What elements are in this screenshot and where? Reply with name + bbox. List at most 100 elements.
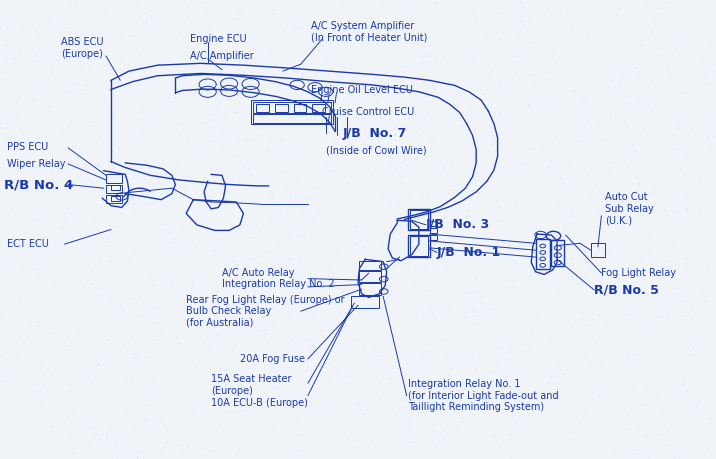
Point bbox=[501, 356, 513, 363]
Point bbox=[591, 217, 602, 224]
Point bbox=[62, 206, 73, 213]
Point bbox=[450, 182, 461, 190]
Point bbox=[505, 259, 516, 267]
Point bbox=[468, 247, 479, 254]
Point bbox=[490, 285, 502, 292]
Point bbox=[335, 16, 347, 23]
Point bbox=[427, 309, 438, 316]
Point bbox=[532, 108, 543, 116]
Point bbox=[670, 291, 682, 298]
Point bbox=[592, 9, 604, 17]
Point bbox=[326, 400, 337, 407]
Point bbox=[39, 417, 51, 424]
Point bbox=[334, 212, 345, 219]
Point bbox=[232, 261, 243, 269]
Point bbox=[496, 377, 508, 385]
Point bbox=[178, 18, 190, 26]
Point bbox=[621, 123, 633, 130]
Point bbox=[263, 98, 274, 106]
Point bbox=[390, 131, 401, 139]
Point bbox=[545, 56, 556, 63]
Point bbox=[341, 27, 352, 34]
Point bbox=[671, 34, 682, 41]
Point bbox=[122, 409, 133, 416]
Point bbox=[203, 140, 214, 148]
Point bbox=[119, 342, 130, 349]
Point bbox=[435, 406, 447, 414]
Point bbox=[411, 128, 422, 135]
Point bbox=[17, 162, 29, 169]
Point bbox=[359, 140, 370, 147]
Point bbox=[354, 337, 365, 345]
Point bbox=[378, 258, 390, 266]
Point bbox=[455, 336, 466, 343]
Point bbox=[438, 435, 450, 442]
Point bbox=[609, 450, 621, 457]
Point bbox=[296, 239, 308, 246]
Point bbox=[161, 424, 173, 431]
Point bbox=[524, 39, 536, 46]
Point bbox=[144, 201, 155, 208]
Point bbox=[95, 436, 107, 443]
Point bbox=[67, 411, 78, 419]
Point bbox=[235, 6, 246, 13]
Point bbox=[500, 230, 512, 237]
Point bbox=[330, 127, 342, 134]
Point bbox=[496, 232, 508, 240]
Point bbox=[366, 172, 377, 179]
Point bbox=[10, 89, 21, 96]
Point bbox=[273, 82, 284, 89]
Point bbox=[474, 98, 485, 105]
Point bbox=[662, 64, 674, 71]
Point bbox=[106, 422, 117, 430]
Point bbox=[505, 431, 517, 439]
Point bbox=[518, 22, 529, 29]
Point bbox=[45, 330, 57, 337]
Point bbox=[621, 84, 632, 91]
Point bbox=[621, 425, 633, 433]
Point bbox=[260, 325, 271, 333]
Point bbox=[421, 347, 432, 355]
Point bbox=[190, 364, 202, 372]
Point bbox=[11, 97, 23, 105]
Point bbox=[603, 165, 614, 173]
Point bbox=[605, 77, 616, 84]
Point bbox=[85, 245, 97, 252]
Point bbox=[26, 440, 38, 447]
Point bbox=[183, 271, 195, 278]
Point bbox=[635, 401, 647, 409]
Point bbox=[74, 332, 85, 339]
Point bbox=[114, 256, 125, 263]
Point bbox=[392, 407, 403, 414]
Point bbox=[339, 373, 351, 380]
Point bbox=[455, 394, 467, 401]
Point bbox=[30, 380, 42, 387]
Point bbox=[519, 56, 531, 63]
Point bbox=[517, 418, 528, 425]
Point bbox=[181, 52, 193, 59]
Point bbox=[225, 50, 236, 57]
Point bbox=[129, 354, 140, 362]
Point bbox=[538, 393, 550, 401]
Text: (Inside of Cowl Wire): (Inside of Cowl Wire) bbox=[326, 146, 427, 156]
Point bbox=[549, 438, 561, 446]
Point bbox=[694, 397, 705, 404]
Point bbox=[638, 354, 649, 362]
Point bbox=[342, 249, 354, 257]
Point bbox=[128, 299, 140, 307]
Point bbox=[147, 305, 158, 312]
Point bbox=[278, 62, 289, 70]
Point bbox=[7, 182, 19, 190]
Point bbox=[582, 32, 594, 39]
Point bbox=[137, 129, 148, 137]
Point bbox=[617, 198, 629, 205]
Point bbox=[405, 93, 416, 100]
Point bbox=[226, 407, 238, 414]
Point bbox=[330, 196, 342, 203]
Point bbox=[513, 171, 524, 178]
Point bbox=[411, 198, 422, 206]
Point bbox=[233, 135, 244, 142]
Point bbox=[496, 346, 508, 353]
Point bbox=[494, 111, 505, 118]
Point bbox=[140, 33, 151, 40]
